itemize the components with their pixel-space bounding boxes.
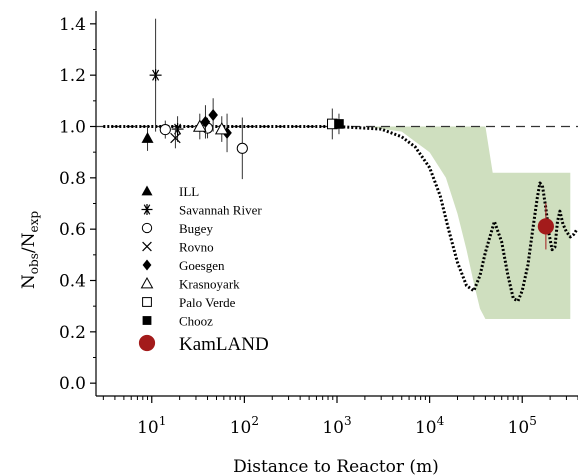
legend-marker-rovno [142,241,152,252]
legend-marker-goesgen [142,259,152,271]
x-tick-label-1: 102 [230,414,259,438]
x-tick-label-2: 103 [322,414,351,438]
legend-marker-ill-shape [141,185,153,196]
uncertainty-band [103,126,571,319]
point-goesgen-1-shape [208,108,218,121]
legend: ILL Savannah River Bugey Rovno Goesgen Krasno… [138,184,269,355]
point-bugey-0-shape [159,123,171,136]
y-tick-label-4: 0.8 [59,169,86,189]
legend-marker-bugey [141,222,153,234]
point-ill-0 [141,132,154,143]
legend-label-kamland: KamLAND [179,334,269,355]
point-rovno-0 [170,132,181,144]
point-rovno-0-stroke-b [170,132,181,144]
point-chooz-0 [334,119,344,129]
point-bugey-2 [236,142,248,154]
axes-layer: 0.0 0.2 0.4 0.6 0.8 1.0 1.2 1.4 101 102 103 104 105 [59,11,578,438]
data-points-layer [141,18,554,250]
legend-marker-palo-verde-shape [142,297,152,307]
y-tick-label-2: 0.4 [59,272,86,292]
legend-marker-krasnoyark [140,276,154,289]
point-kamland-0-shape [537,218,554,235]
y-axis-label: Nobs/Nexp [19,211,41,289]
point-savannah-river-1 [171,123,184,136]
point-krasnoyark-0-shape [192,119,207,132]
legend-label-savannah-river: Savannah River [179,203,262,218]
legend-marker-ill [141,185,153,196]
point-bugey-0 [159,123,171,136]
x-tick-label-0: 101 [137,414,166,438]
point-goesgen-0-shape [200,115,211,128]
legend-marker-chooz-shape [142,316,152,325]
legend-label-chooz: Chooz [179,314,213,329]
legend-label-goesgen: Goesgen [179,258,225,273]
point-krasnoyark-0 [192,119,207,132]
legend-marker-bugey-shape [141,222,153,234]
legend-label-ill: ILL [179,184,199,199]
oscillation-curve [103,125,578,303]
point-krasnoyark-1 [214,122,229,135]
y-tick-label-3: 0.6 [59,220,86,240]
point-kamland-0 [537,218,554,235]
point-goesgen-0 [200,115,211,128]
point-savannah-river-0 [149,69,162,82]
legend-label-bugey: Bugey [179,221,213,236]
y-tick-label-0: 0.0 [59,374,86,394]
legend-marker-rovno-stroke-b [142,241,152,252]
oscillation-curve-layer [103,125,578,303]
y-tick-label-1: 0.2 [59,323,86,343]
x-tick-label-4: 105 [508,414,537,438]
legend-marker-krasnoyark-shape [140,276,154,289]
legend-label-palo-verde: Palo Verde [179,295,236,310]
legend-marker-kamland [138,334,156,352]
y-tick-label-5: 1.0 [59,118,86,138]
point-krasnoyark-1-shape [214,122,229,135]
point-chooz-0-shape [334,119,344,129]
legend-label-krasnoyark: Krasnoyark [179,277,240,292]
legend-label-rovno: Rovno [179,240,214,255]
y-tick-label-6: 1.2 [59,66,86,86]
legend-marker-goesgen-shape [142,259,152,271]
legend-marker-palo-verde [142,297,152,307]
y-tick-label-7: 1.4 [59,15,86,35]
uncertainty-band-layer [103,126,571,319]
x-axis-label: Distance to Reactor (m) [233,457,439,476]
legend-marker-kamland-shape [138,334,156,352]
legend-marker-savannah-river [141,204,153,215]
legend-marker-chooz [142,316,152,325]
x-tick-label-3: 104 [415,414,445,438]
point-goesgen-1 [208,108,218,121]
point-ill-0-shape [141,132,154,143]
point-bugey-2-shape [236,142,248,154]
